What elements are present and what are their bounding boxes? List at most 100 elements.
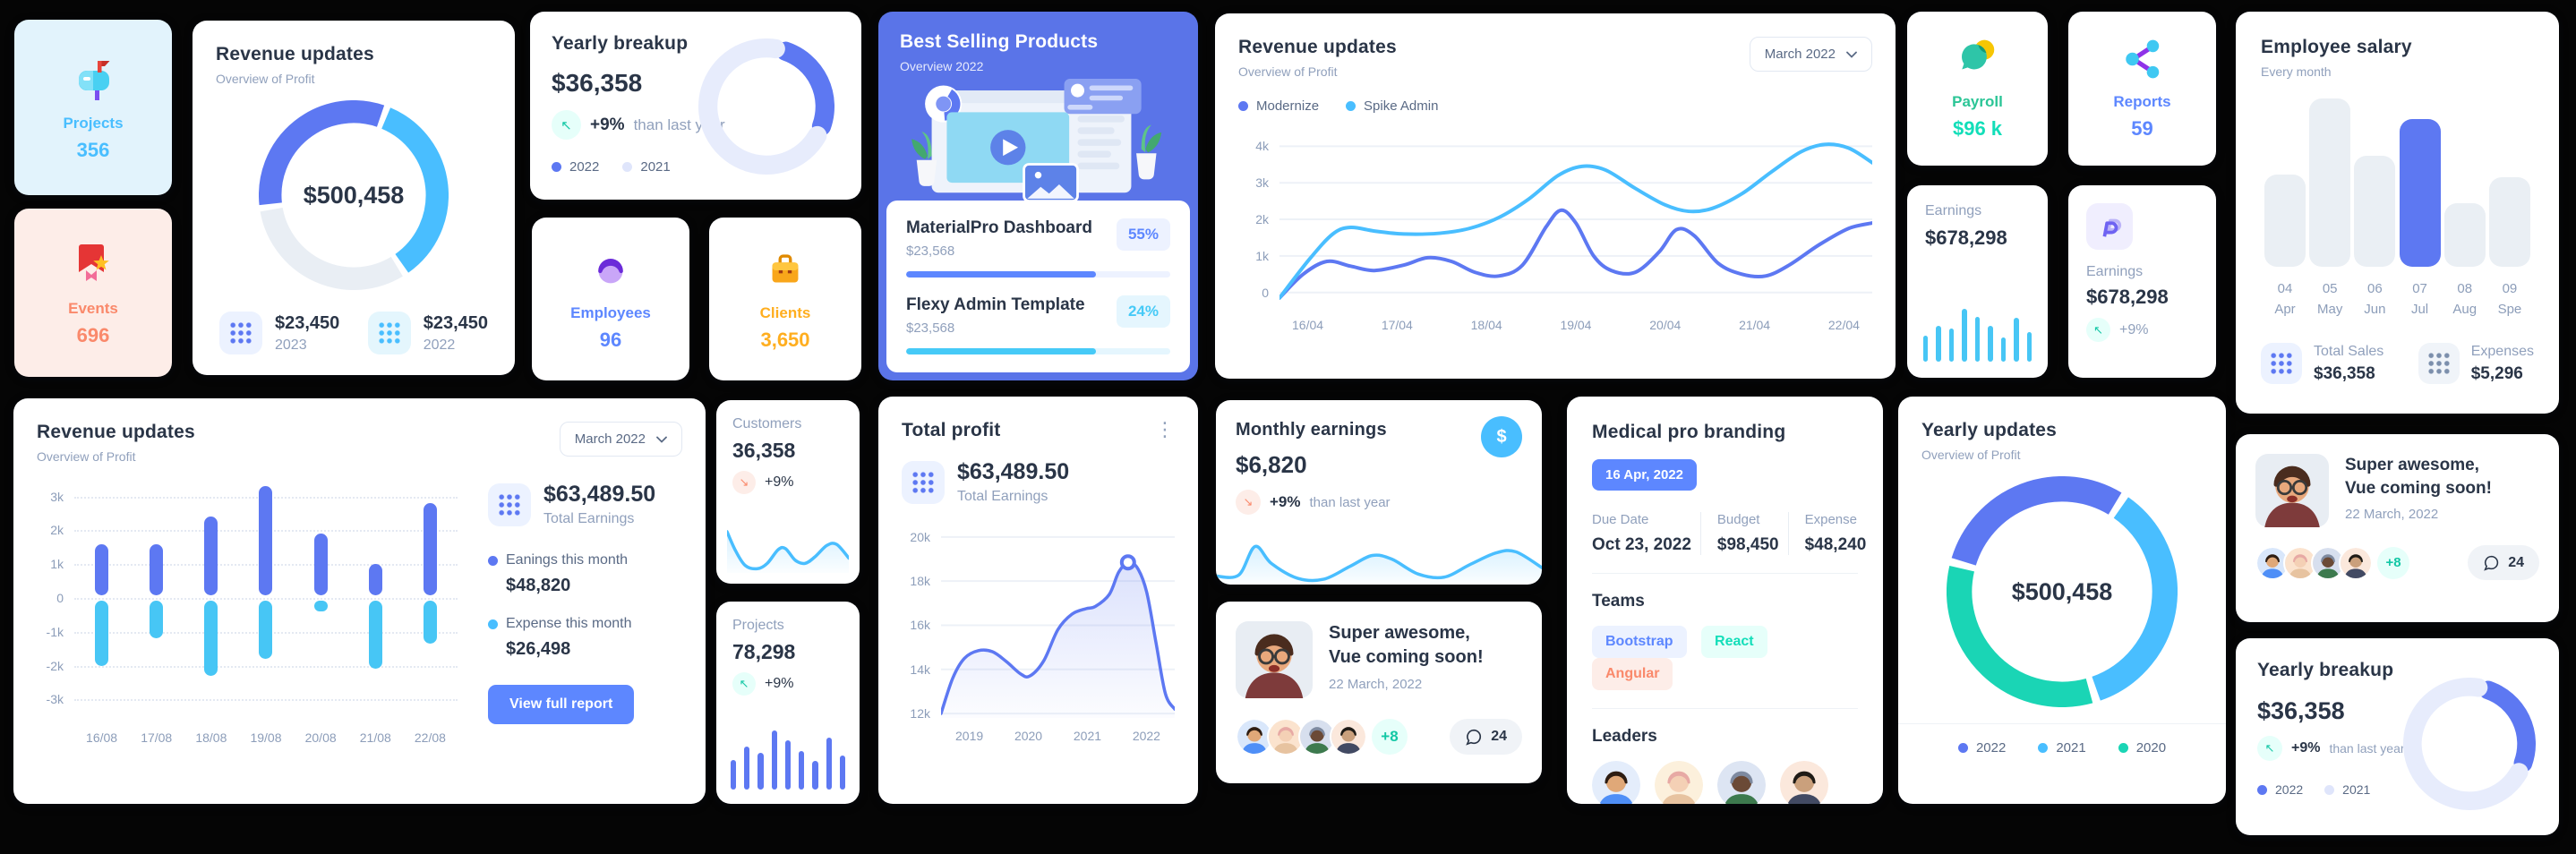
tile-payroll-label: Payroll (1952, 93, 2003, 110)
grid-dots-icon (367, 312, 411, 354)
tile-payroll-value: $96 k (1952, 117, 2003, 140)
post-title-line2: Vue coming soon! (1329, 647, 1484, 667)
card-title: Yearly updates (1921, 420, 2058, 440)
earnings-month-value: $48,820 (506, 576, 571, 595)
leaders-heading: Leaders (1592, 727, 1657, 746)
avatar (1236, 621, 1313, 698)
mailbox-icon (78, 61, 110, 100)
earnings-sparkbars-chart (1923, 304, 2032, 362)
post-title-line2: Vue coming soon! (2345, 478, 2492, 498)
avatar (2255, 454, 2329, 527)
x-axis-labels: 2019 2020 2021 2022 (955, 729, 1160, 743)
due-date-block: Due Date Oct 23, 2022 (1592, 512, 1691, 554)
product-percent-badge: 24% (1116, 295, 1170, 328)
yearly-updates-donut-chart: $500,458 (1947, 476, 2178, 707)
legend-spike-admin: Spike Admin (1346, 98, 1438, 114)
legend-dot (2038, 743, 2049, 753)
revenue-dualbars-chart (74, 476, 458, 720)
grid-dots-icon (2261, 343, 2302, 384)
kebab-menu-icon[interactable]: ⋮ (1155, 418, 1175, 440)
tile-clients[interactable]: Clients 3,650 (709, 218, 861, 380)
card-title: Revenue updates (1238, 37, 1397, 57)
total-earnings-value: $63,489.50 (543, 482, 656, 507)
tile-employees-value: 96 (599, 329, 622, 351)
card-subtitle: Every month (2261, 64, 2332, 79)
delta-value: +9% (765, 474, 794, 490)
team-chip-react[interactable]: React (1701, 626, 1767, 658)
stat-value: $23,450 (423, 312, 488, 333)
total-sales-label: Total Sales (2314, 343, 2384, 359)
team-chip-angular[interactable]: Angular (1592, 658, 1673, 690)
legend-2020: 2020 (2118, 740, 2166, 756)
tile-clients-value: 3,650 (760, 329, 810, 351)
total-sales-value: $36,358 (2314, 363, 2375, 383)
period-select[interactable]: March 2022 (1749, 37, 1872, 72)
tile-projects[interactable]: Projects 356 (14, 20, 172, 195)
donut-center-value: $500,458 (2011, 577, 2113, 605)
date-badge: 16 Apr, 2022 (1592, 459, 1698, 491)
post-date: 22 March, 2022 (2345, 507, 2439, 523)
card-projects-spark: Projects 78,298 ↖ +9% (716, 602, 860, 804)
projects-sparkbars-chart (731, 730, 845, 790)
team-chip-bootstrap[interactable]: Bootstrap (1592, 626, 1687, 658)
legend-2022: 2022 (2257, 782, 2303, 797)
briefcase-icon (772, 254, 799, 283)
card-subtitle: Overview 2022 (900, 59, 984, 73)
bookmark-star-icon (79, 244, 109, 281)
card-yearly-updates: Yearly updates Overview of Profit $500,4… (1898, 397, 2226, 804)
total-profit-amount: $63,489.50 (957, 459, 1070, 484)
comments-pill[interactable]: 24 (2468, 545, 2539, 580)
card-title: Yearly breakup (552, 33, 689, 54)
arrow-down-right-icon: ↘ (732, 471, 756, 494)
expense-month-label: Expense this month (506, 616, 632, 631)
period-select[interactable]: March 2022 (559, 422, 682, 457)
post-date: 22 March, 2022 (1329, 677, 1423, 692)
card-title: Revenue updates (37, 422, 195, 442)
card-title: Monthly earnings (1236, 420, 1387, 440)
legend-dot (2257, 784, 2267, 795)
grid-dots-icon (219, 312, 262, 354)
paypal-icon (2086, 203, 2133, 250)
delta-note: than last year (2329, 741, 2405, 756)
card-best-selling-products: Best Selling Products Overview 2022 (878, 12, 1198, 380)
speech-bubble-icon (2484, 555, 2499, 571)
chevron-down-icon (1846, 51, 1857, 58)
bullet-dot (488, 555, 498, 566)
amount: $36,358 (552, 69, 643, 97)
product-progress-bar (906, 271, 1170, 278)
tile-employees[interactable]: Employees 96 (532, 218, 689, 380)
amount: $36,358 (2257, 697, 2345, 724)
revenue-line-chart (1279, 130, 1872, 305)
person-icon (598, 259, 623, 284)
monthly-earnings-spark-chart (1216, 529, 1542, 585)
card-title: Medical pro branding (1592, 422, 1786, 442)
grid-dots-icon (488, 483, 531, 526)
customers-value: 36,358 (732, 439, 796, 462)
legend-2021: 2021 (2038, 740, 2086, 756)
comments-pill[interactable]: 24 (1450, 719, 1522, 755)
tile-clients-label: Clients (759, 304, 811, 321)
card-subtitle: Overview of Profit (216, 72, 315, 86)
grid-dots-icon (2418, 343, 2460, 384)
expense-month-value: $26,498 (506, 639, 571, 659)
product-name: Flexy Admin Template (906, 295, 1085, 314)
participants-avatars: +8 (1236, 718, 1408, 756)
product-row: Flexy Admin Template $23,568 24% (906, 295, 1170, 354)
product-row: MaterialPro Dashboard $23,568 55% (906, 218, 1170, 278)
chat-coin-icon (1961, 39, 1994, 70)
tile-employees-label: Employees (570, 304, 651, 321)
projects-label: Projects (732, 618, 784, 633)
tile-reports[interactable]: Reports 59 (2068, 12, 2216, 166)
earnings-value: $678,298 (1925, 226, 2007, 249)
revenue-donut-chart: $500,458 (259, 100, 449, 290)
view-full-report-button[interactable]: View full report (488, 685, 635, 724)
more-participants-chip[interactable]: +8 (1372, 719, 1408, 755)
stat-year: 2022 (423, 337, 456, 353)
product-progress-bar (906, 348, 1170, 354)
tile-payroll[interactable]: Payroll $96 k (1907, 12, 2048, 166)
product-name: MaterialPro Dashboard (906, 218, 1092, 237)
more-participants-chip[interactable]: +8 (2377, 546, 2409, 579)
tile-events[interactable]: Events 696 (14, 209, 172, 377)
arrow-up-left-icon: ↖ (552, 110, 581, 140)
